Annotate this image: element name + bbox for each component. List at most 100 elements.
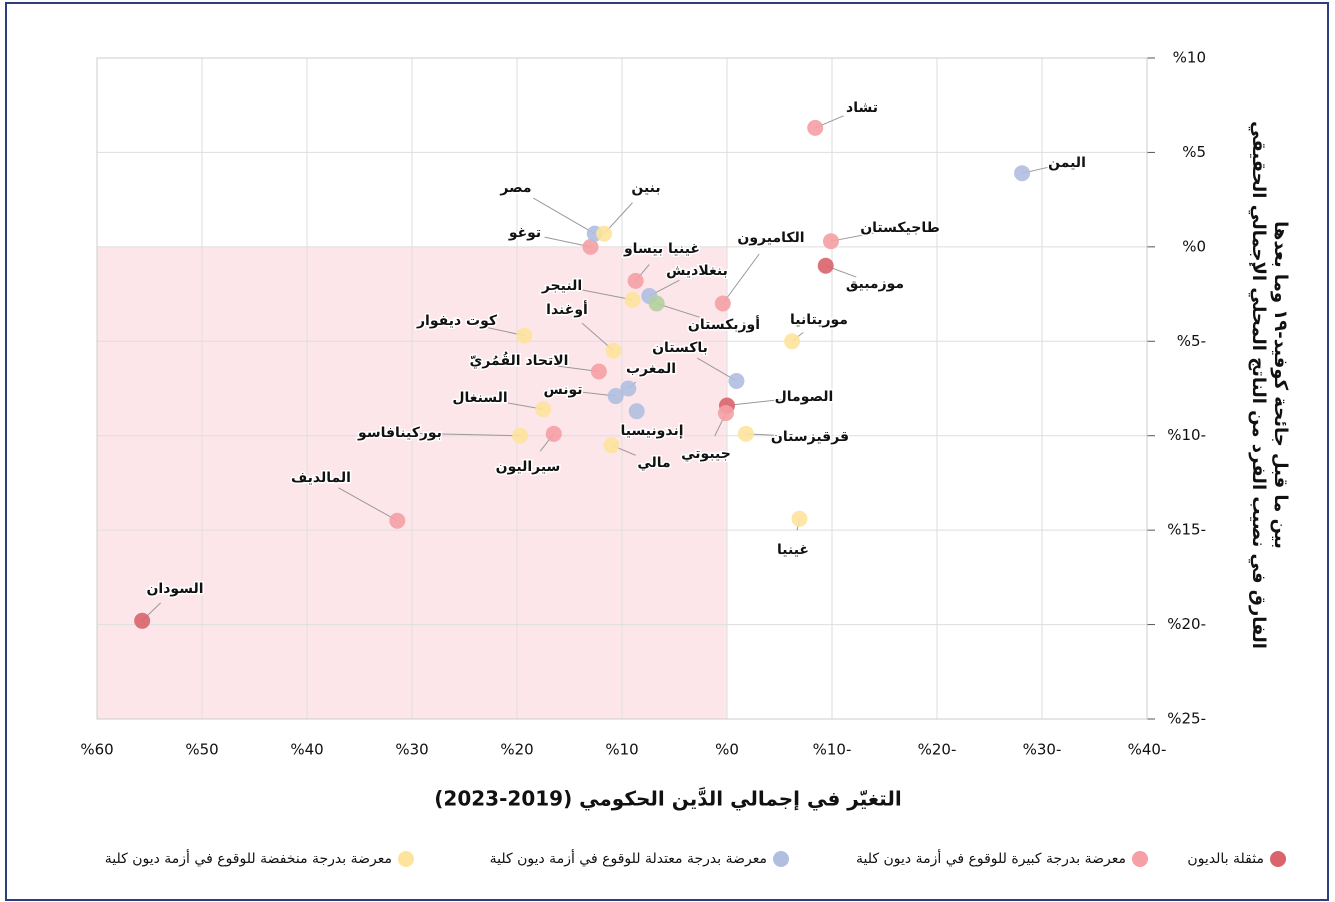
- legend-label: معرضة بدرجة كبيرة للوقوع في أزمة ديون كل…: [856, 849, 1126, 867]
- point: [822, 233, 839, 250]
- point-label: غينيا بيساو: [623, 241, 700, 257]
- legend-marker: [1132, 851, 1148, 867]
- x-tick-label: %30-: [1023, 741, 1062, 759]
- leader-line: [656, 303, 706, 320]
- x-tick-label: %10: [605, 741, 638, 759]
- point: [784, 333, 801, 350]
- point-label: قرقيزستان: [771, 429, 849, 445]
- x-tick-label: %60: [80, 741, 113, 759]
- y-tick-label: %15-: [1167, 521, 1206, 539]
- point: [620, 380, 637, 397]
- y-axis-label: بين ما قبل جائحة كوفيد-١٩ وما بعدها: [1270, 221, 1291, 549]
- legend-label: معرضة بدرجة منخفضة للوقوع في أزمة ديون ك…: [105, 849, 392, 867]
- point: [648, 295, 665, 312]
- point: [607, 388, 624, 405]
- point: [590, 363, 607, 380]
- y-tick-label: %10: [1173, 49, 1206, 67]
- point-label: أوغندا: [546, 300, 588, 318]
- point: [545, 425, 562, 442]
- point: [717, 405, 734, 422]
- legend-marker: [398, 851, 414, 867]
- point-label: إندونيسيا: [620, 423, 683, 439]
- point-label: غينيا: [777, 542, 809, 558]
- point: [627, 272, 644, 289]
- point-label: سيراليون: [496, 459, 561, 475]
- point: [791, 510, 808, 527]
- point-label: السنغال: [452, 390, 507, 406]
- point-label: المغرب: [626, 361, 676, 377]
- point-label: السودان: [146, 581, 203, 597]
- point: [512, 427, 529, 444]
- point: [582, 238, 599, 255]
- point: [628, 403, 645, 420]
- leader-line: [419, 432, 521, 437]
- point: [389, 512, 406, 529]
- point-label: اليمن: [1048, 155, 1086, 171]
- x-tick-label: %30: [395, 741, 428, 759]
- point-label: بنين: [631, 180, 660, 196]
- leader-line: [830, 231, 881, 242]
- x-tick-label: %10-: [813, 741, 852, 759]
- legend-label: معرضة بدرجة معتدلة للوقوع في أزمة ديون ك…: [490, 849, 767, 867]
- point-labels: السودان موزمبيق الصومال تشاد طاجيكستان توغو غي…: [145, 99, 1087, 599]
- point-label: مالي: [637, 455, 670, 471]
- y-tick-label: %25-: [1167, 710, 1206, 728]
- point-label: الاتحاد القُمُريّ: [470, 352, 569, 370]
- x-tick-label: %0: [715, 741, 739, 759]
- y-axis-label: الفارق في نصيب الفرد من الناتج المحلي ال…: [1248, 121, 1269, 649]
- point-label: النيجر: [541, 278, 582, 294]
- point-label: جيبوتي: [681, 446, 731, 462]
- x-tick-label: %40: [290, 741, 323, 759]
- point: [714, 295, 731, 312]
- point: [737, 425, 754, 442]
- point: [624, 291, 641, 308]
- point: [603, 437, 620, 454]
- y-tick-label: %20-: [1167, 615, 1206, 633]
- point-label: توغو: [508, 225, 541, 241]
- legend-marker: [1270, 851, 1286, 867]
- point-label: مصر: [499, 180, 531, 196]
- point-label: بوركينافاسو: [357, 425, 442, 441]
- legend-marker: [773, 851, 789, 867]
- point-label: موزمبيق: [846, 276, 904, 292]
- leader-line: [476, 324, 525, 337]
- point: [134, 612, 151, 629]
- legend: مثقلة بالديون معرضة بدرجة كبيرة للوقوع في…: [105, 849, 1286, 867]
- x-tick-label: %20: [500, 741, 533, 759]
- leader-line: [726, 398, 785, 406]
- leader-line: [581, 289, 633, 301]
- x-tick-label: %50: [185, 741, 218, 759]
- point-label: موريتانيا: [790, 312, 848, 328]
- point-label: الكاميرون: [737, 230, 804, 246]
- point: [516, 327, 533, 344]
- point-label: الصومال: [775, 389, 834, 405]
- plot-border: [96, 57, 1148, 720]
- leader-line: [538, 363, 599, 372]
- point-label: كوت ديفوار: [416, 313, 498, 329]
- leader-line: [338, 487, 398, 522]
- x-tick-label: %40-: [1128, 741, 1167, 759]
- point-label: بنغلاديش: [666, 263, 728, 279]
- points: [134, 119, 1031, 629]
- point: [1014, 165, 1031, 182]
- point-label: تشاد: [846, 100, 878, 116]
- point: [535, 401, 552, 418]
- point: [605, 342, 622, 359]
- x-axis-label: التغيّر في إجمالي الدَّين الحكومي (2019-…: [434, 786, 901, 811]
- point: [807, 119, 824, 136]
- y-tick-label: %5-: [1177, 332, 1206, 350]
- point-label: تونس: [543, 382, 582, 398]
- leader-line: [533, 197, 595, 235]
- y-tick-label: %10-: [1167, 426, 1206, 444]
- point-label: باكستان: [652, 340, 708, 356]
- y-tick-label: %0: [1182, 237, 1206, 255]
- leader-line: [722, 253, 760, 304]
- point-label: أوزبكستان: [688, 315, 760, 333]
- legend-label: مثقلة بالديون: [1187, 851, 1264, 867]
- point: [596, 225, 613, 242]
- point-label: المالديف: [291, 470, 351, 486]
- y-tick-label: %5: [1182, 143, 1206, 161]
- x-tick-label: %20-: [918, 741, 957, 759]
